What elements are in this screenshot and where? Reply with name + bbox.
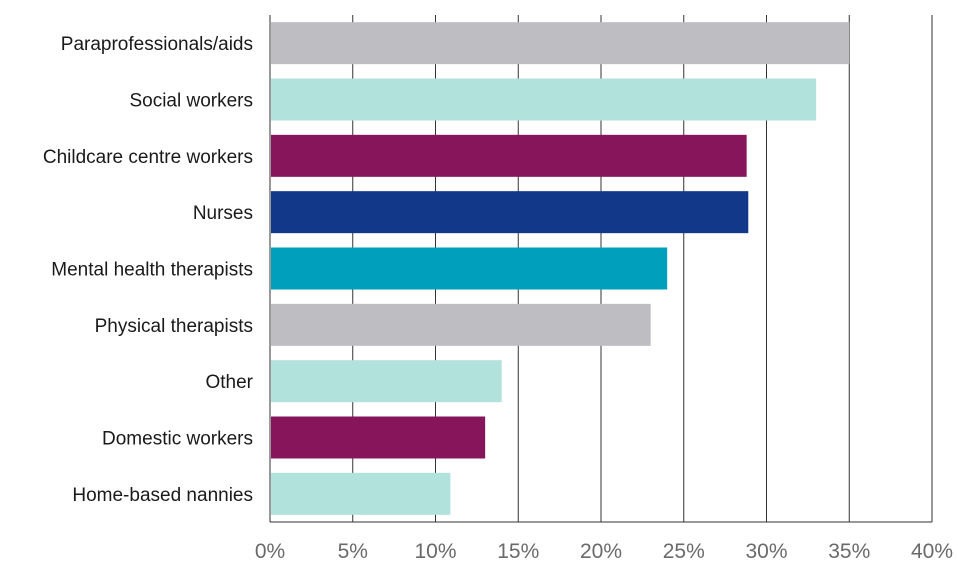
category-label-0: Paraprofessionals/aids (61, 34, 253, 55)
bar-1 (271, 78, 817, 121)
bar-6 (271, 360, 502, 403)
category-label-7: Domestic workers (102, 429, 253, 450)
category-label-2: Childcare centre workers (43, 147, 253, 168)
bar-0 (271, 22, 850, 65)
bar-3 (271, 191, 749, 234)
category-label-5: Physical therapists (95, 316, 253, 337)
category-label-4: Mental health therapists (51, 260, 253, 281)
x-tick-label-5: 5% (338, 540, 368, 561)
bar-4 (271, 247, 668, 290)
x-tick-label-30: 30% (745, 540, 787, 561)
x-tick-label-10: 10% (414, 540, 456, 561)
bar-7 (271, 416, 486, 459)
category-labels: Paraprofessionals/aids Social workers Chil… (43, 34, 254, 506)
x-tick-label-40: 40% (911, 540, 953, 561)
x-tick-label-15: 15% (497, 540, 539, 561)
axes (269, 15, 932, 523)
x-tick-label-0: 0% (255, 540, 285, 561)
bar-2 (271, 134, 747, 177)
x-tick-label-25: 25% (663, 540, 705, 561)
category-label-3: Nurses (193, 203, 253, 224)
bar-5 (271, 303, 651, 346)
x-tick-label-20: 20% (580, 540, 622, 561)
category-label-1: Social workers (129, 91, 253, 112)
x-tick-label-35: 35% (828, 540, 870, 561)
category-label-8: Home-based nannies (72, 485, 253, 506)
bars (271, 22, 850, 515)
x-tick-labels: 0% 5% 10% 15% 20% 25% 30% 35% 40% (255, 540, 953, 561)
category-label-6: Other (205, 372, 253, 393)
bar-8 (271, 472, 451, 515)
